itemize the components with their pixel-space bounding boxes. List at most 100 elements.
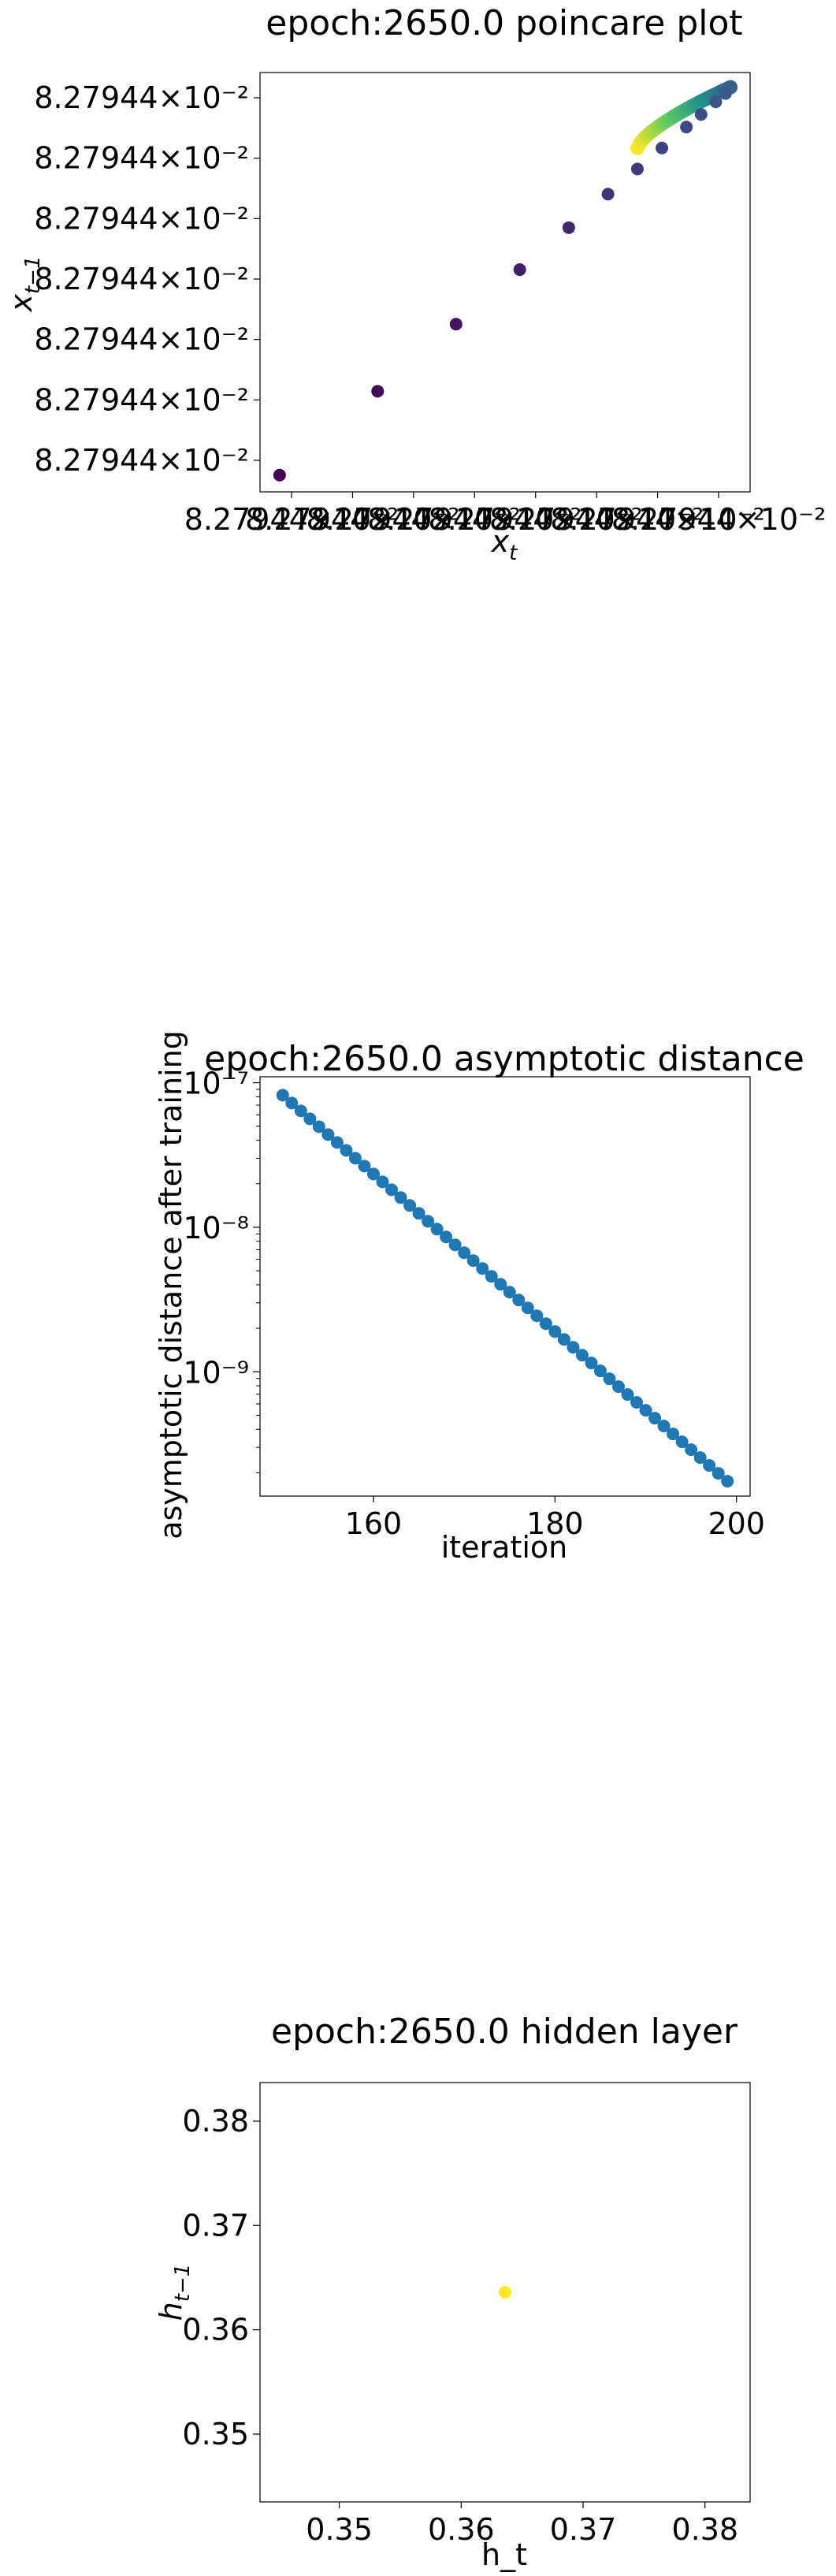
poincare-y-tick-label: 8.27944×10⁻²	[34, 141, 249, 176]
asymptotic-point	[440, 1230, 453, 1244]
poincare-plot-area	[259, 72, 751, 493]
hidden-x-label: h_t	[481, 2537, 527, 2572]
asymptotic-point	[340, 1144, 353, 1157]
poincare-y-label: xt−1	[4, 255, 45, 312]
asymptotic-y-ticks: 10⁻⁹ 10⁻⁸ 10⁻⁷	[183, 1067, 260, 1473]
asymptotic-point	[312, 1120, 325, 1134]
asymptotic-point	[422, 1215, 435, 1228]
asymptotic-x-tick-label: 200	[708, 1506, 765, 1541]
asymptotic-x-tick-label: 180	[526, 1506, 584, 1541]
poincare-y-tick-label: 8.27944×10⁻²	[34, 262, 249, 296]
poincare-point	[513, 263, 526, 277]
hidden-x-tick-label: 0.36	[428, 2512, 495, 2547]
hidden-y-ticks: 0.35 0.36 0.37 0.38	[182, 2104, 260, 2451]
asymptotic-point	[557, 1333, 570, 1346]
asymptotic-point	[639, 1404, 652, 1417]
asymptotic-y-tick-label: 10⁻⁹	[183, 1355, 249, 1390]
asymptotic-point	[494, 1278, 507, 1291]
poincare-x-tick-label: 8.27944×10⁻²	[245, 502, 460, 537]
asymptotic-point	[630, 1396, 644, 1409]
asymptotic-point	[530, 1309, 544, 1323]
asymptotic-chart: epoch:2650.0 asymptotic distance 10⁻⁹10⁻…	[154, 1030, 804, 1565]
asymptotic-point	[276, 1089, 289, 1102]
poincare-x-tick-label: 8.27944×10⁻²	[428, 502, 643, 537]
asymptotic-point	[567, 1341, 580, 1354]
asymptotic-point	[458, 1246, 471, 1260]
poincare-point	[562, 221, 575, 234]
asymptotic-point	[575, 1349, 589, 1362]
poincare-point	[630, 162, 644, 176]
poincare-title: epoch:2650.0 poincare plot	[266, 3, 742, 43]
asymptotic-point	[466, 1254, 480, 1268]
poincare-x-tick-label: 8.27944×10⁻²	[489, 502, 704, 537]
poincare-x-label: xt	[491, 524, 518, 565]
poincare-y-tick-label: 8.27944×10⁻²	[34, 80, 249, 115]
asymptotic-points	[276, 1089, 734, 1488]
poincare-y-tick-label: 8.27944×10⁻²	[34, 443, 249, 478]
asymptotic-point	[521, 1301, 534, 1315]
asymptotic-point	[585, 1357, 598, 1370]
asymptotic-point	[657, 1420, 671, 1433]
poincare-x-tick-label: 8.27944×10⁻²	[611, 502, 827, 537]
asymptotic-point	[303, 1112, 317, 1126]
asymptotic-point	[358, 1160, 371, 1173]
asymptotic-x-label: iteration	[441, 1530, 568, 1565]
asymptotic-point	[376, 1175, 389, 1189]
asymptotic-y-label: asymptotic distance after training	[154, 1030, 188, 1539]
asymptotic-y-tick-label: 10⁻⁷	[183, 1067, 249, 1101]
asymptotic-point	[721, 1475, 734, 1488]
poincare-y-tick-label: 8.27944×10⁻²	[34, 201, 249, 236]
poincare-point	[449, 318, 463, 331]
poincare-y-tick-label: 8.27944×10⁻²	[34, 382, 249, 417]
hidden-point	[499, 2286, 511, 2299]
asymptotic-plot-area	[259, 1076, 751, 1497]
asymptotic-point	[321, 1128, 335, 1141]
poincare-point	[371, 385, 385, 398]
poincare-y-ticks: 8.27944×10⁻² 8.27944×10⁻² 8.27944×10⁻² 8.27…	[34, 80, 260, 478]
asymptotic-point	[667, 1428, 680, 1441]
asymptotic-point	[448, 1238, 462, 1252]
asymptotic-x-tick-label: 160	[345, 1506, 403, 1541]
asymptotic-point	[712, 1467, 725, 1480]
poincare-point	[273, 468, 286, 482]
asymptotic-point	[648, 1412, 662, 1425]
asymptotic-x-ticks: 160 180 200	[345, 1496, 765, 1541]
hidden-y-tick-label: 0.37	[182, 2208, 249, 2243]
hidden-y-tick-label: 0.35	[182, 2417, 249, 2451]
hidden-x-tick-label: 0.38	[671, 2512, 738, 2547]
asymptotic-point	[430, 1223, 444, 1236]
hidden-layer-chart: epoch:2650.0 hidden layer 0.350.360.370.…	[154, 2012, 751, 2572]
hidden-plot-area	[259, 2082, 751, 2503]
asymptotic-point	[394, 1191, 407, 1204]
asymptotic-point	[330, 1136, 344, 1149]
asymptotic-y-tick-label: 10⁻⁸	[183, 1211, 249, 1245]
asymptotic-point	[539, 1317, 552, 1331]
hidden-x-tick-label: 0.37	[550, 2512, 617, 2547]
poincare-x-tick-label: 8.27944×10⁻²	[184, 502, 399, 537]
asymptotic-point	[621, 1388, 634, 1402]
asymptotic-point	[593, 1364, 607, 1378]
asymptotic-point	[403, 1199, 417, 1212]
hidden-y-tick-label: 0.36	[182, 2313, 249, 2347]
hidden-y-tick-label: 0.38	[182, 2104, 249, 2139]
asymptotic-point	[476, 1262, 489, 1275]
asymptotic-point	[366, 1167, 380, 1181]
poincare-point	[709, 95, 723, 109]
poincare-y-tick-label: 8.27944×10⁻²	[34, 322, 249, 357]
asymptotic-title: epoch:2650.0 asymptotic distance	[204, 1039, 804, 1079]
hidden-title: epoch:2650.0 hidden layer	[271, 2012, 738, 2052]
asymptotic-point	[503, 1286, 516, 1299]
asymptotic-point	[693, 1451, 707, 1465]
asymptotic-point	[603, 1372, 616, 1386]
asymptotic-point	[412, 1207, 425, 1220]
poincare-x-ticks: 8.27944×10⁻²8.27944×10⁻²8.27944×10⁻²8.27…	[184, 492, 827, 537]
asymptotic-point	[485, 1270, 498, 1283]
asymptotic-point	[348, 1152, 362, 1165]
hidden-x-tick-label: 0.35	[306, 2512, 373, 2547]
poincare-chart: epoch:2650.0 poincare plot 8.27944×10⁻²8…	[4, 3, 826, 565]
hidden-points	[499, 2286, 511, 2299]
poincare-point	[694, 108, 708, 121]
asymptotic-point	[548, 1325, 562, 1338]
poincare-point	[719, 87, 732, 100]
asymptotic-point	[285, 1096, 299, 1110]
